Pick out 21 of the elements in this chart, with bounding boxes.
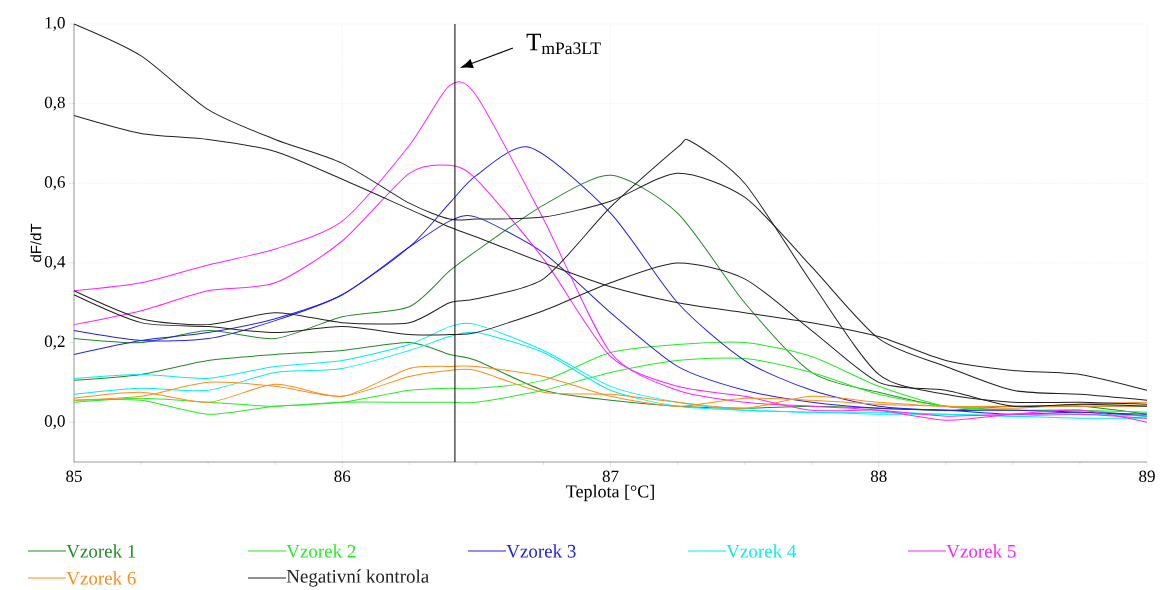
y-tick-label: 0,0	[44, 415, 65, 430]
x-axis-title: Teplota [°C]	[566, 484, 654, 502]
x-tick-label: 89	[1139, 470, 1155, 483]
legend-label: Vzorek 3	[506, 544, 576, 558]
y-axis-title: dF/dT	[30, 223, 42, 262]
x-tick-label: 87	[602, 470, 619, 483]
x-tick-label: 86	[334, 470, 351, 483]
y-tick-label: 0,8	[44, 96, 65, 111]
y-tick-label: 0,4	[44, 255, 66, 270]
ref-line-label: T$_{mPa3LT}$	[526, 33, 601, 55]
x-tick-label: 88	[870, 470, 887, 483]
y-tick-label: 1,0	[45, 17, 65, 31]
legend-label: Vzorek 5	[946, 544, 1016, 558]
x-tick-label: 85	[66, 470, 82, 483]
y-tick-label: 0,6	[44, 176, 65, 191]
legend-label: Negativní kontrola	[286, 569, 429, 587]
legend-label: Vzorek 6	[66, 571, 136, 585]
legend-label: Vzorek 2	[286, 544, 356, 558]
legend-label: Vzorek 4	[726, 544, 797, 558]
legend-label: Vzorek 1	[66, 544, 136, 558]
y-tick-label: 0,2	[44, 335, 65, 350]
